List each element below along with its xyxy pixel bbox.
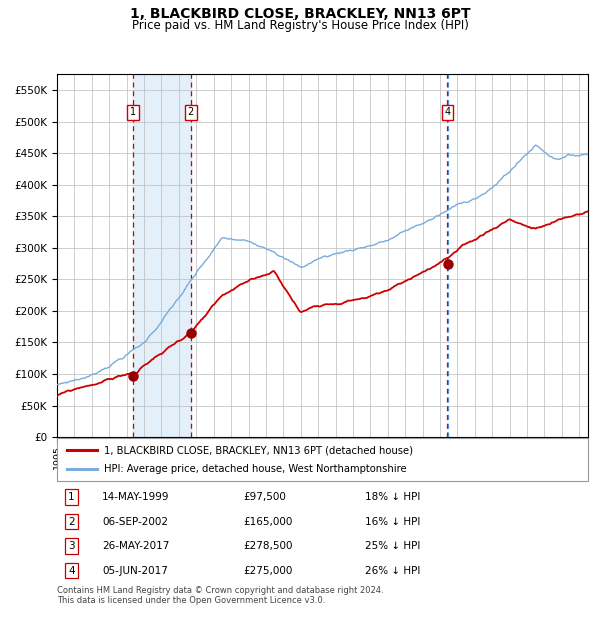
Text: HPI: Average price, detached house, West Northamptonshire: HPI: Average price, detached house, West… (104, 464, 406, 474)
Text: 4: 4 (445, 107, 451, 117)
Text: £97,500: £97,500 (243, 492, 286, 502)
Text: 14-MAY-1999: 14-MAY-1999 (102, 492, 170, 502)
Text: 1: 1 (68, 492, 74, 502)
Text: 18% ↓ HPI: 18% ↓ HPI (365, 492, 421, 502)
Text: 26-MAY-2017: 26-MAY-2017 (102, 541, 170, 551)
Text: 3: 3 (68, 541, 74, 551)
Text: Contains HM Land Registry data © Crown copyright and database right 2024.
This d: Contains HM Land Registry data © Crown c… (57, 586, 383, 605)
Text: 4: 4 (68, 565, 74, 575)
Text: £275,000: £275,000 (243, 565, 292, 575)
Text: 2: 2 (68, 516, 74, 526)
Bar (133, 74, 191, 437)
FancyBboxPatch shape (57, 438, 588, 480)
Text: 1: 1 (130, 107, 136, 117)
Text: 26% ↓ HPI: 26% ↓ HPI (365, 565, 421, 575)
Text: 25% ↓ HPI: 25% ↓ HPI (365, 541, 421, 551)
Text: 1, BLACKBIRD CLOSE, BRACKLEY, NN13 6PT (detached house): 1, BLACKBIRD CLOSE, BRACKLEY, NN13 6PT (… (104, 445, 413, 455)
Text: 1, BLACKBIRD CLOSE, BRACKLEY, NN13 6PT: 1, BLACKBIRD CLOSE, BRACKLEY, NN13 6PT (130, 7, 470, 22)
Text: 16% ↓ HPI: 16% ↓ HPI (365, 516, 421, 526)
Text: £165,000: £165,000 (243, 516, 292, 526)
Text: Price paid vs. HM Land Registry's House Price Index (HPI): Price paid vs. HM Land Registry's House … (131, 19, 469, 32)
Text: 06-SEP-2002: 06-SEP-2002 (102, 516, 168, 526)
Text: £278,500: £278,500 (243, 541, 292, 551)
Text: 2: 2 (188, 107, 194, 117)
Text: 05-JUN-2017: 05-JUN-2017 (102, 565, 168, 575)
